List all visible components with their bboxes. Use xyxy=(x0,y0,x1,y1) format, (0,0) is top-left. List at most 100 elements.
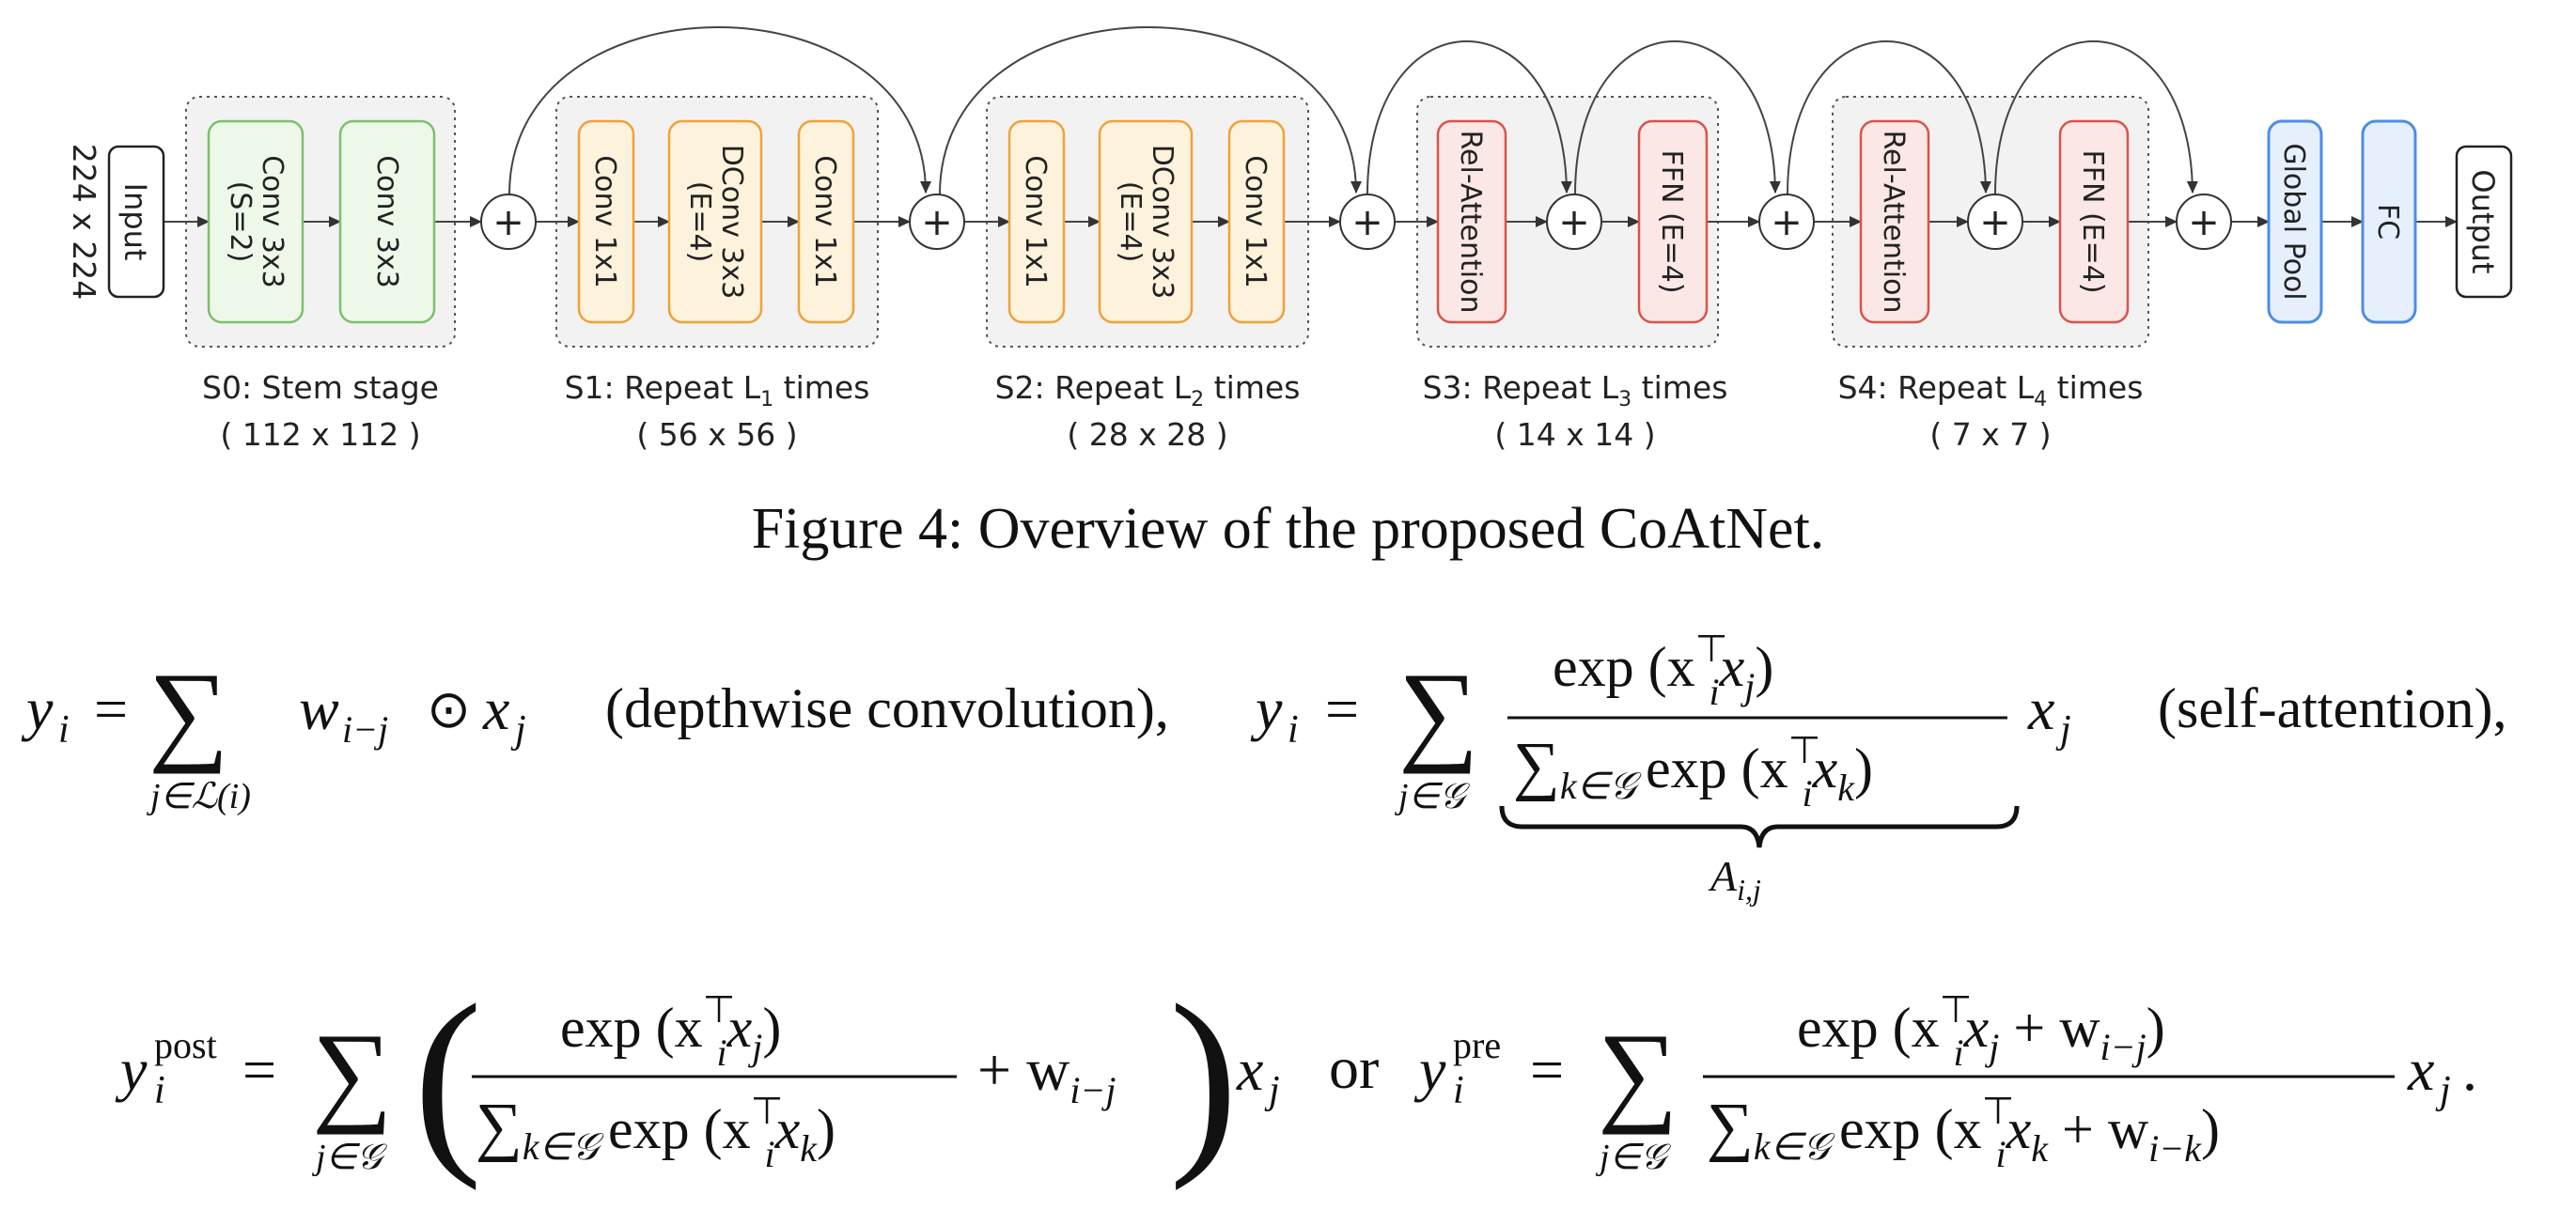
svg-text:j∈𝒢: j∈𝒢 xyxy=(1394,777,1471,816)
s1-dconv-label: DConv 3x3(E=4) xyxy=(683,145,748,300)
svg-text:(depthwise convolution),: (depthwise convolution), xyxy=(605,677,1169,739)
svg-text:j∈𝒢: j∈𝒢 xyxy=(311,1138,388,1177)
stage-s1-size: ( 56 x 56 ) xyxy=(636,416,797,453)
underbrace xyxy=(1499,805,2020,848)
input-size-label: 224 x 224 xyxy=(66,144,102,300)
svg-text:+: + xyxy=(1558,201,1590,244)
svg-text:=: = xyxy=(1530,1036,1564,1103)
s4-attention-block xyxy=(1859,119,1930,324)
svg-text:.: . xyxy=(2462,1036,2477,1103)
s4-attention-label: Rel-Attention xyxy=(1877,131,1910,314)
svg-text:=: = xyxy=(242,1036,276,1103)
s1-conv1-block xyxy=(577,119,635,324)
stage-s3-label: S3: Repeat L3 times xyxy=(1423,369,1728,411)
svg-text:x: x xyxy=(1236,1036,1263,1103)
add-node: + xyxy=(1339,194,1396,250)
add-nodes: + + + + + + + xyxy=(480,194,2232,250)
add-node: + xyxy=(1758,194,1815,250)
output-node xyxy=(2455,145,2513,299)
svg-text:+: + xyxy=(921,201,953,244)
s2-dconv-label: DConv 3x3(E=4) xyxy=(1114,145,1179,300)
s2-conv1-label: Conv 1x1 xyxy=(1019,155,1052,288)
svg-text:+: + xyxy=(1771,201,1803,244)
add-node: + xyxy=(480,194,537,250)
svg-text:+: + xyxy=(2188,201,2220,244)
stage-s4-size: ( 7 x 7 ) xyxy=(1929,416,2051,453)
s0-conv2-block xyxy=(338,119,436,324)
svg-text:(: ( xyxy=(414,962,482,1191)
svg-text:i: i xyxy=(154,1069,165,1112)
svg-text:i−j: i−j xyxy=(342,708,388,751)
s3-ffn-label: FFN (E=4) xyxy=(1655,149,1688,293)
svg-text:⊙: ⊙ xyxy=(427,681,471,739)
stage-s4-label: S4: Repeat L4 times xyxy=(1838,369,2144,411)
global-pool-label: Global Pool xyxy=(2277,143,2310,300)
svg-text:post: post xyxy=(154,1024,217,1066)
input-node xyxy=(107,145,165,299)
stage-s2-label: S2: Repeat L2 times xyxy=(995,369,1301,411)
fc-label: FC xyxy=(2371,204,2404,240)
fc-block xyxy=(2361,119,2417,324)
architecture-diagram: 224 x 224 xyxy=(66,26,2513,453)
add-node: + xyxy=(2176,194,2232,250)
svg-text:): ) xyxy=(1169,962,1238,1191)
svg-text:=: = xyxy=(1325,675,1359,742)
svg-text:j∈𝒢: j∈𝒢 xyxy=(1595,1138,1672,1177)
stage-s2-size: ( 28 x 28 ) xyxy=(1067,416,1227,453)
svg-text:y: y xyxy=(115,1036,148,1103)
s0-conv2-label: Conv 3x3 xyxy=(370,155,403,288)
s4-ffn-block xyxy=(2058,119,2130,324)
svg-text:exp (x⊤ixj): exp (x⊤ ixj) xyxy=(1553,628,1773,713)
add-node: + xyxy=(909,194,965,250)
svg-text:x: x xyxy=(2027,675,2054,742)
svg-text:∑: ∑ xyxy=(1398,649,1479,774)
s0-conv1-block xyxy=(207,119,304,324)
svg-text:∑: ∑ xyxy=(1598,1010,1678,1135)
svg-text:i: i xyxy=(58,708,70,752)
svg-text:+ wi−j: + wi−j xyxy=(977,1036,1116,1111)
s1-conv2-block xyxy=(797,119,855,324)
s2-dconv-block xyxy=(1098,119,1194,324)
svg-text:y: y xyxy=(1413,1036,1446,1103)
svg-text:∑: ∑ xyxy=(312,1010,393,1135)
svg-text:j: j xyxy=(1264,1069,1280,1112)
svg-text:∑: ∑ xyxy=(148,649,229,774)
svg-text:exp (x⊤ixj): exp (x⊤ ixj) xyxy=(560,988,781,1074)
stage-s1-label: S1: Repeat L1 times xyxy=(565,369,870,411)
svg-text:j∈ℒ(i): j∈ℒ(i) xyxy=(146,777,251,816)
svg-text:+: + xyxy=(1351,201,1383,244)
s1-dconv-block xyxy=(667,119,763,324)
svg-text:or: or xyxy=(1329,1034,1379,1101)
s3-attention-block xyxy=(1436,119,1507,324)
svg-text:pre: pre xyxy=(1453,1024,1501,1066)
stage-s0-label: S0: Stem stage xyxy=(202,369,439,406)
s2-conv2-label: Conv 1x1 xyxy=(1239,155,1272,288)
add-node: + xyxy=(1967,194,2023,250)
svg-text:Ai,j: Ai,j xyxy=(1708,852,1761,907)
equation-self-attention: y i = ∑ j∈𝒢 exp (x⊤ ixj) ∑k∈𝒢 exp (x⊤ ixk) … xyxy=(1250,628,2507,907)
s4-ffn-label: FFN (E=4) xyxy=(2076,149,2109,293)
svg-text:w: w xyxy=(299,675,339,742)
svg-text:+: + xyxy=(1979,201,2011,244)
equation-post: y post i = ∑ j∈𝒢 ( exp (x⊤ ixj) ∑k∈𝒢 exp (… xyxy=(115,962,1379,1191)
svg-text:x: x xyxy=(482,675,509,742)
equations: y i = ∑ j∈ℒ(i) w i−j ⊙ x j (depthwise co… xyxy=(21,628,2507,1191)
stage-s0-size: ( 112 x 112 ) xyxy=(220,416,420,453)
add-node: + xyxy=(1546,194,1602,250)
skip-connections xyxy=(508,26,2198,195)
svg-text:i: i xyxy=(1288,708,1299,752)
svg-text:(self-attention),: (self-attention), xyxy=(2158,677,2507,739)
input-label: Input xyxy=(117,183,153,261)
s1-conv2-label: Conv 1x1 xyxy=(808,155,841,288)
equation-depthwise: y i = ∑ j∈ℒ(i) w i−j ⊙ x j (depthwise co… xyxy=(21,649,1169,816)
s3-attention-label: Rel-Attention xyxy=(1454,131,1487,314)
svg-text:y: y xyxy=(21,675,54,742)
svg-text:y: y xyxy=(1250,675,1283,742)
global-pool-block xyxy=(2267,119,2323,324)
figure-caption: Figure 4: Overview of the proposed CoAtN… xyxy=(751,497,1825,561)
svg-text:exp (x⊤ixj + wi−j): exp (x⊤ ixj + wi−j) xyxy=(1797,988,2165,1074)
svg-text:+: + xyxy=(492,201,524,244)
svg-text:x: x xyxy=(2407,1036,2434,1103)
